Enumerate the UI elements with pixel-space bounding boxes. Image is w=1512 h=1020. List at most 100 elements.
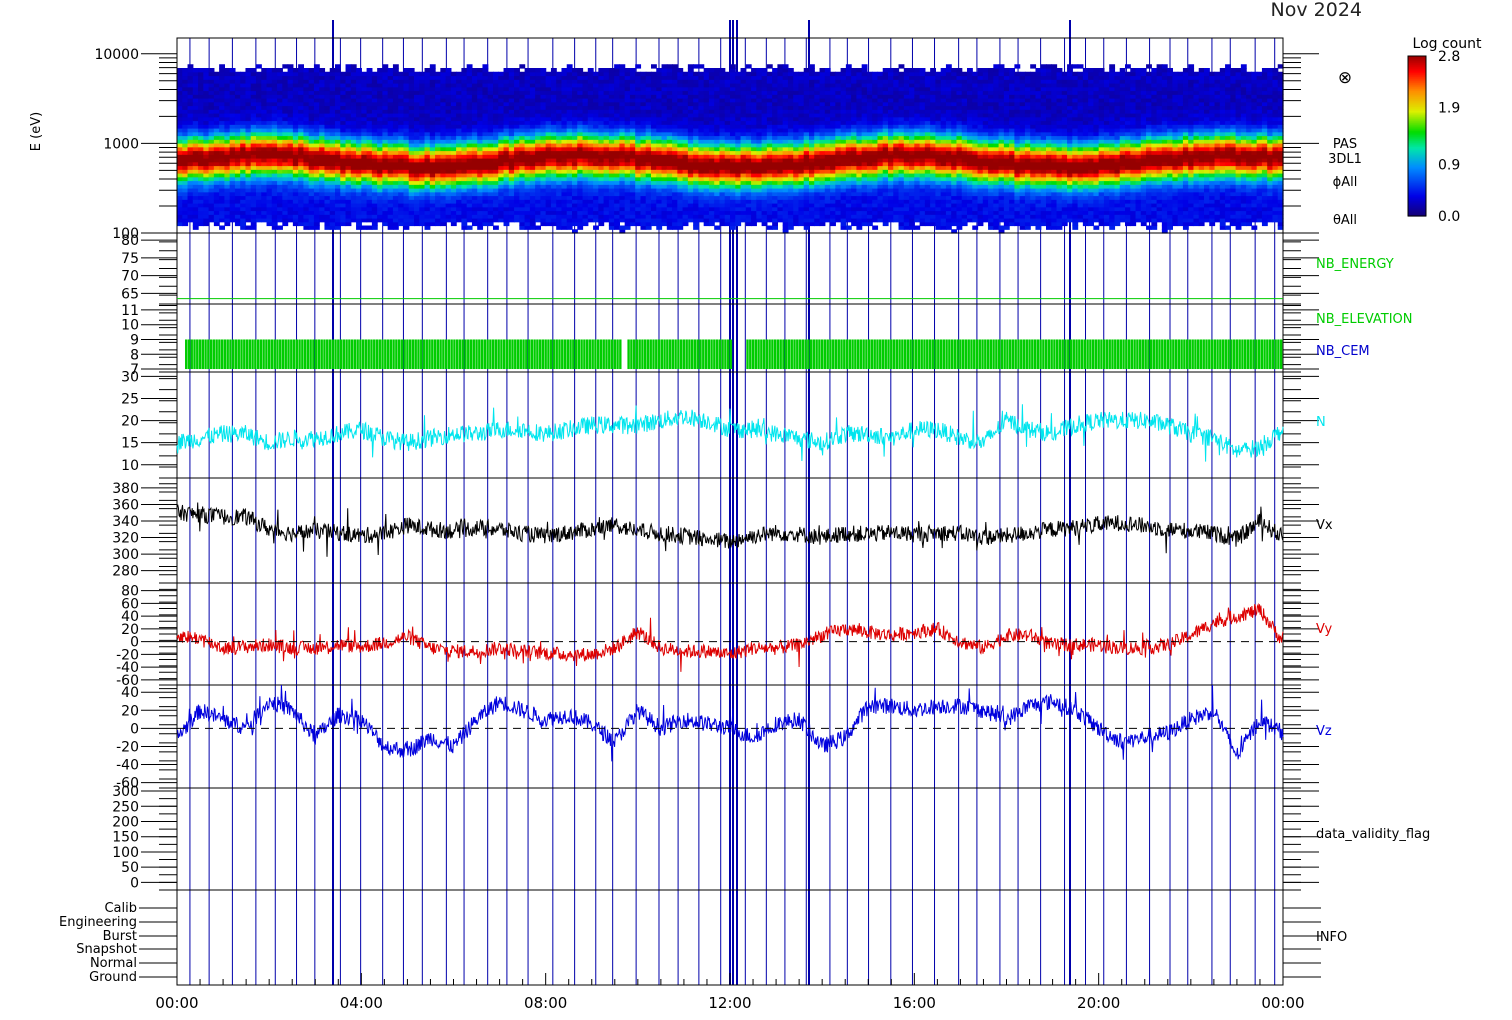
spectrogram-cell: [614, 83, 620, 88]
spectrogram-cell: [724, 128, 731, 133]
spectrogram-cell: [192, 90, 199, 95]
spectrogram-cell: [687, 150, 694, 155]
spectrogram-cell: [187, 94, 194, 99]
spectrogram-cell: [645, 131, 652, 137]
spectrogram-cell: [745, 120, 752, 125]
spectrogram-cell: [356, 221, 362, 227]
spectrogram-cell: [545, 199, 552, 204]
spectrogram-cell: [645, 150, 652, 155]
spectrogram-cell: [556, 128, 563, 133]
spectrogram-cell: [782, 195, 789, 200]
spectrogram-cell: [229, 173, 236, 178]
spectrogram-cell: [587, 90, 594, 95]
spectrogram-cell: [187, 79, 194, 84]
spectrogram-cell: [661, 75, 668, 80]
spectrogram-cell: [756, 83, 763, 88]
spectrogram-cell: [398, 173, 405, 178]
spectrogram-cell: [719, 206, 726, 212]
spectrogram-cell: [766, 191, 773, 197]
spectrogram-cell: [229, 105, 236, 110]
spectrogram-cell: [508, 83, 515, 88]
spectrogram-cell: [387, 109, 394, 114]
spectrogram-cell: [682, 165, 689, 170]
spectrogram-cell: [508, 165, 515, 170]
spectrogram-cell: [471, 79, 478, 84]
spectrogram-cell: [271, 218, 278, 223]
spectrogram-cell: [766, 165, 773, 170]
spectrogram-cell: [266, 71, 273, 77]
spectrogram-cell: [198, 195, 204, 200]
spectrogram-cell: [329, 150, 336, 155]
spectrogram-cell: [566, 64, 573, 69]
spectrogram-cell: [340, 120, 347, 125]
spectrogram-cell: [777, 188, 784, 193]
spectrogram-cell: [603, 90, 610, 95]
spectrogram-cell: [466, 64, 473, 69]
spectrogram-cell: [208, 214, 215, 219]
spectrogram-cell: [208, 146, 215, 152]
spectrogram-cell: [550, 131, 557, 137]
spectrogram-cell: [661, 131, 668, 137]
spectrogram-cell: [677, 131, 684, 137]
spectrogram-cell: [250, 221, 257, 227]
spectrogram-cell: [403, 195, 410, 200]
spectrogram-cell: [182, 169, 189, 174]
spectrogram-cell: [182, 203, 189, 208]
spectrogram-cell: [508, 109, 515, 114]
spectrogram-cell: [298, 94, 304, 99]
spectrogram-cell: [487, 139, 494, 144]
spectrogram-cell: [414, 218, 420, 223]
spectrogram-cell: [756, 195, 763, 200]
spectrogram-cell: [329, 203, 336, 208]
spectrogram-cell: [687, 68, 694, 73]
spectrogram-cell: [619, 214, 626, 219]
spectrogram-cell: [556, 139, 563, 144]
spectrogram-cell: [187, 83, 194, 88]
spectrogram-cell: [177, 75, 183, 80]
spectrogram-cell: [250, 210, 257, 215]
spectrogram-cell: [751, 161, 757, 167]
spectrogram-cell: [350, 113, 357, 118]
spectrogram-cell: [366, 94, 373, 99]
spectrogram-cell: [756, 75, 763, 80]
spectrogram-cell: [645, 158, 652, 163]
spectrogram-cell: [271, 135, 278, 140]
spectrogram-cell: [714, 169, 721, 174]
spectrogram-cell: [466, 165, 473, 170]
spectrogram-cell: [598, 109, 605, 114]
spectrogram-cell: [772, 158, 778, 163]
spectrogram-cell: [582, 210, 589, 215]
spectrogram-cell: [540, 158, 547, 163]
spectrogram-cell: [308, 86, 315, 92]
spectrogram-cell: [487, 154, 494, 159]
spectrogram-cell: [640, 173, 647, 178]
spectrogram-cell: [403, 124, 410, 129]
spectrogram-cell: [724, 199, 731, 204]
spectrogram-cell: [219, 64, 225, 69]
spectrogram-cell: [498, 154, 505, 159]
spectrogram-cell: [735, 75, 742, 80]
spectrogram-cell: [366, 188, 373, 193]
spectrogram-cell: [335, 173, 341, 178]
spectrogram-cell: [250, 225, 257, 230]
spectrogram-cell: [672, 176, 678, 182]
spectrogram-cell: [277, 105, 283, 110]
spectrogram-cell: [387, 173, 394, 178]
spectrogram-cell: [256, 75, 262, 80]
spectrogram-cell: [461, 86, 468, 92]
spectrogram-cell: [535, 210, 541, 215]
spectrogram-cell: [371, 146, 378, 152]
spectrogram-cell: [282, 176, 289, 182]
spectrogram-cell: [224, 173, 231, 178]
spectrogram-cell: [540, 79, 547, 84]
spectrogram-cell: [356, 120, 362, 125]
spectrogram-cell: [335, 64, 341, 69]
spectrogram-cell: [651, 101, 657, 107]
spectrogram-cell: [340, 98, 347, 103]
spectrogram-cell: [398, 135, 405, 140]
spectrogram-cell: [703, 71, 710, 77]
spectrogram-cell: [577, 199, 584, 204]
spectrogram-cell: [687, 154, 694, 159]
spectrogram-cell: [593, 139, 599, 144]
spectrogram-cell: [408, 146, 415, 152]
